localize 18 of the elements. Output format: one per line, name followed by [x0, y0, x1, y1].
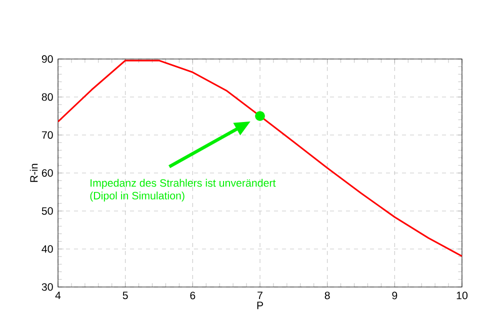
- y-tick-label: 30: [42, 283, 53, 291]
- y-tick-label: 40: [42, 245, 53, 253]
- y-axis-title: R-in: [30, 164, 38, 182]
- y-tick-label: 80: [42, 93, 53, 101]
- x-tick-label: 8: [324, 292, 330, 300]
- x-tick-label: 4: [55, 292, 61, 300]
- x-tick-label: 7: [258, 292, 262, 300]
- x-tick-label: 6: [190, 292, 196, 300]
- x-tick-label: 9: [392, 292, 398, 300]
- y-tick-label: 70: [42, 131, 53, 139]
- x-tick-label: 5: [122, 292, 128, 300]
- line-series: [58, 60, 462, 258]
- y-tick-label: 90: [42, 55, 53, 63]
- x-tick-label: 10: [456, 292, 468, 300]
- y-tick-label: 50: [42, 207, 53, 215]
- annotation: Impedanz des Strahlers ist unverändert (Dipol in Simulation): [90, 178, 276, 202]
- y-tick-label: 60: [42, 169, 53, 177]
- x-axis-title: P: [257, 302, 263, 310]
